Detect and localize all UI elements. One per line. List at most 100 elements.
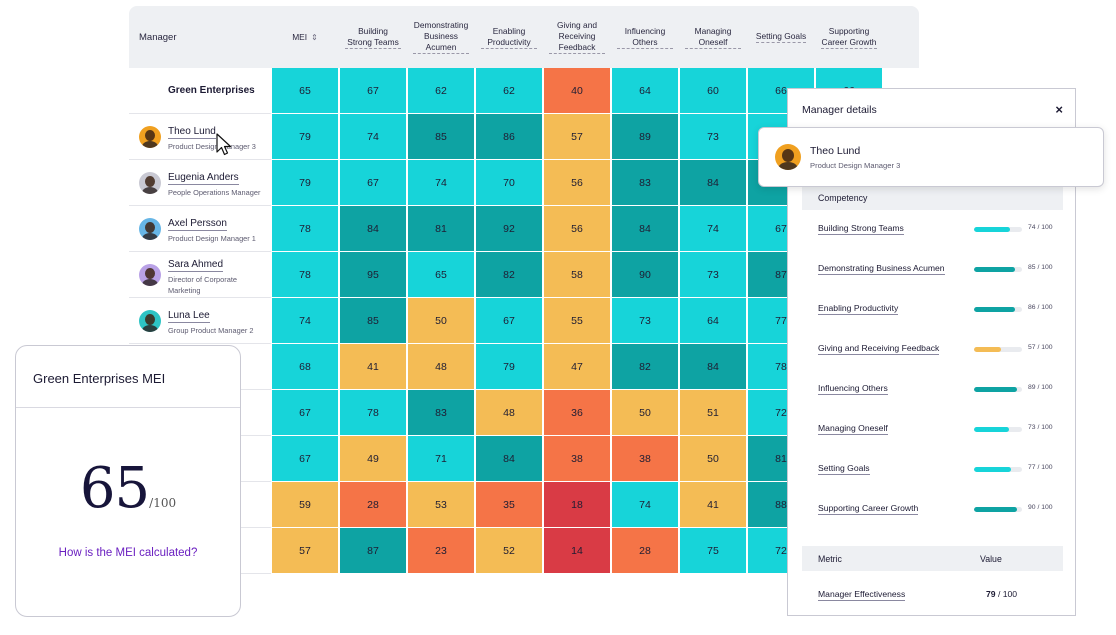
score-cell[interactable]: 56: [544, 160, 610, 205]
score-cell[interactable]: 36: [544, 390, 610, 435]
score-cell[interactable]: 67: [340, 68, 406, 113]
score-cell[interactable]: 74: [680, 206, 746, 251]
score-cell[interactable]: 56: [544, 206, 610, 251]
competency-label[interactable]: Setting Goals: [818, 463, 870, 475]
table-row[interactable]: r 3578723521428757280: [129, 528, 919, 574]
score-cell[interactable]: 78: [340, 390, 406, 435]
competency-label[interactable]: Building Strong Teams: [818, 223, 904, 235]
score-cell[interactable]: 48: [476, 390, 542, 435]
score-cell[interactable]: 70: [476, 160, 542, 205]
score-cell[interactable]: 85: [340, 298, 406, 343]
manager-cell[interactable]: Eugenia Anders People Operations Manager: [129, 160, 271, 206]
score-cell[interactable]: 71: [408, 436, 474, 481]
score-cell[interactable]: 65: [408, 252, 474, 297]
score-cell[interactable]: 84: [680, 160, 746, 205]
score-cell[interactable]: 79: [272, 160, 338, 205]
mei-calculation-link[interactable]: How is the MEI calculated?: [58, 547, 198, 559]
score-cell[interactable]: 59: [272, 482, 338, 527]
score-cell[interactable]: 82: [476, 252, 542, 297]
score-cell[interactable]: 84: [612, 206, 678, 251]
manager-effectiveness-label[interactable]: Manager Effectiveness: [818, 589, 906, 601]
score-cell[interactable]: 87: [340, 528, 406, 573]
score-cell[interactable]: 85: [408, 114, 474, 159]
score-cell[interactable]: 60: [680, 68, 746, 113]
manager-cell[interactable]: Green Enterprises: [129, 68, 271, 114]
competency-label[interactable]: Managing Oneself: [818, 423, 888, 435]
score-cell[interactable]: 67: [476, 298, 542, 343]
score-cell[interactable]: 50: [408, 298, 474, 343]
column-header-managing-oneself[interactable]: Managing Oneself: [679, 6, 747, 68]
column-header-setting-goals[interactable]: Setting Goals: [755, 31, 807, 43]
score-cell[interactable]: 55: [544, 298, 610, 343]
column-header-demonstrating-business-acumen[interactable]: Demonstrating Business Acumen: [413, 20, 469, 54]
competency-label[interactable]: Enabling Productivity: [818, 303, 899, 315]
score-cell[interactable]: 52: [476, 528, 542, 573]
score-cell[interactable]: 68: [272, 344, 338, 389]
column-header-supporting-career-growth[interactable]: Supporting Career Growth: [821, 25, 877, 49]
score-cell[interactable]: 65: [272, 68, 338, 113]
score-cell[interactable]: 89: [612, 114, 678, 159]
score-cell[interactable]: 74: [408, 160, 474, 205]
score-cell[interactable]: 82: [612, 344, 678, 389]
score-cell[interactable]: 38: [544, 436, 610, 481]
table-row[interactable]: Axel Persson Product Design Manager 1 78 84…: [129, 206, 919, 252]
manager-cell[interactable]: Axel Persson Product Design Manager 1: [129, 206, 271, 252]
score-cell[interactable]: 58: [544, 252, 610, 297]
score-cell[interactable]: 84: [680, 344, 746, 389]
competency-label[interactable]: Influencing Others: [818, 383, 888, 395]
score-cell[interactable]: 86: [476, 114, 542, 159]
manager-cell[interactable]: Luna Lee Group Product Manager 2: [129, 298, 271, 344]
score-cell[interactable]: 78: [272, 252, 338, 297]
manager-name[interactable]: Axel Persson: [168, 218, 227, 231]
score-cell[interactable]: 75: [680, 528, 746, 573]
score-cell[interactable]: 62: [408, 68, 474, 113]
competency-label[interactable]: Demonstrating Business Acumen: [818, 263, 945, 275]
selected-manager-card[interactable]: Theo Lund Product Design Manager 3: [758, 127, 1104, 187]
score-cell[interactable]: 67: [272, 390, 338, 435]
score-cell[interactable]: 50: [612, 390, 678, 435]
column-header-giving-and-receiving-feedback[interactable]: Giving and Receiving Feedback: [543, 6, 611, 68]
score-cell[interactable]: 67: [272, 436, 338, 481]
score-cell[interactable]: 40: [544, 68, 610, 113]
score-cell[interactable]: 81: [408, 206, 474, 251]
table-row[interactable]: Sara Ahmed Director of Corporate Marketin…: [129, 252, 919, 298]
score-cell[interactable]: 74: [272, 298, 338, 343]
manager-cell[interactable]: Sara Ahmed Director of Corporate Marketin…: [129, 252, 271, 298]
score-cell[interactable]: 51: [680, 390, 746, 435]
column-header-building-strong-teams[interactable]: Building Strong Teams: [339, 6, 407, 68]
manager-name[interactable]: Sara Ahmed: [168, 258, 224, 272]
score-cell[interactable]: 28: [612, 528, 678, 573]
score-cell[interactable]: 78: [272, 206, 338, 251]
score-cell[interactable]: 47: [544, 344, 610, 389]
score-cell[interactable]: 92: [476, 206, 542, 251]
score-cell[interactable]: 38: [612, 436, 678, 481]
score-cell[interactable]: 90: [612, 252, 678, 297]
score-cell[interactable]: 73: [612, 298, 678, 343]
score-cell[interactable]: 41: [680, 482, 746, 527]
table-row[interactable]: Luna Lee Group Product Manager 2 74 85 50 67 5…: [129, 298, 919, 344]
column-header-influencing-others[interactable]: Influencing Others: [611, 6, 679, 68]
score-cell[interactable]: 62: [476, 68, 542, 113]
score-cell[interactable]: 74: [612, 482, 678, 527]
score-cell[interactable]: 73: [680, 114, 746, 159]
column-header-enabling-productivity[interactable]: Enabling Productivity: [475, 6, 543, 68]
manager-name[interactable]: Theo Lund: [168, 126, 216, 139]
score-cell[interactable]: 74: [340, 114, 406, 159]
score-cell[interactable]: 53: [408, 482, 474, 527]
score-cell[interactable]: 57: [272, 528, 338, 573]
score-cell[interactable]: 48: [408, 344, 474, 389]
table-row[interactable]: rsenger 1684148794782847880: [129, 344, 919, 390]
competency-label[interactable]: Giving and Receiving Feedback: [818, 343, 940, 355]
score-cell[interactable]: 28: [340, 482, 406, 527]
manager-name[interactable]: Eugenia Anders: [168, 172, 239, 185]
score-cell[interactable]: 79: [272, 114, 338, 159]
score-cell[interactable]: 73: [680, 252, 746, 297]
score-cell[interactable]: 18: [544, 482, 610, 527]
score-cell[interactable]: 35: [476, 482, 542, 527]
sort-icon[interactable]: ⇕: [311, 32, 318, 42]
score-cell[interactable]: 79: [476, 344, 542, 389]
manager-cell[interactable]: Theo Lund Product Design Manager 3: [129, 114, 271, 160]
close-icon[interactable]: ×: [1055, 102, 1063, 117]
score-cell[interactable]: 41: [340, 344, 406, 389]
competency-label[interactable]: Supporting Career Growth: [818, 503, 919, 515]
